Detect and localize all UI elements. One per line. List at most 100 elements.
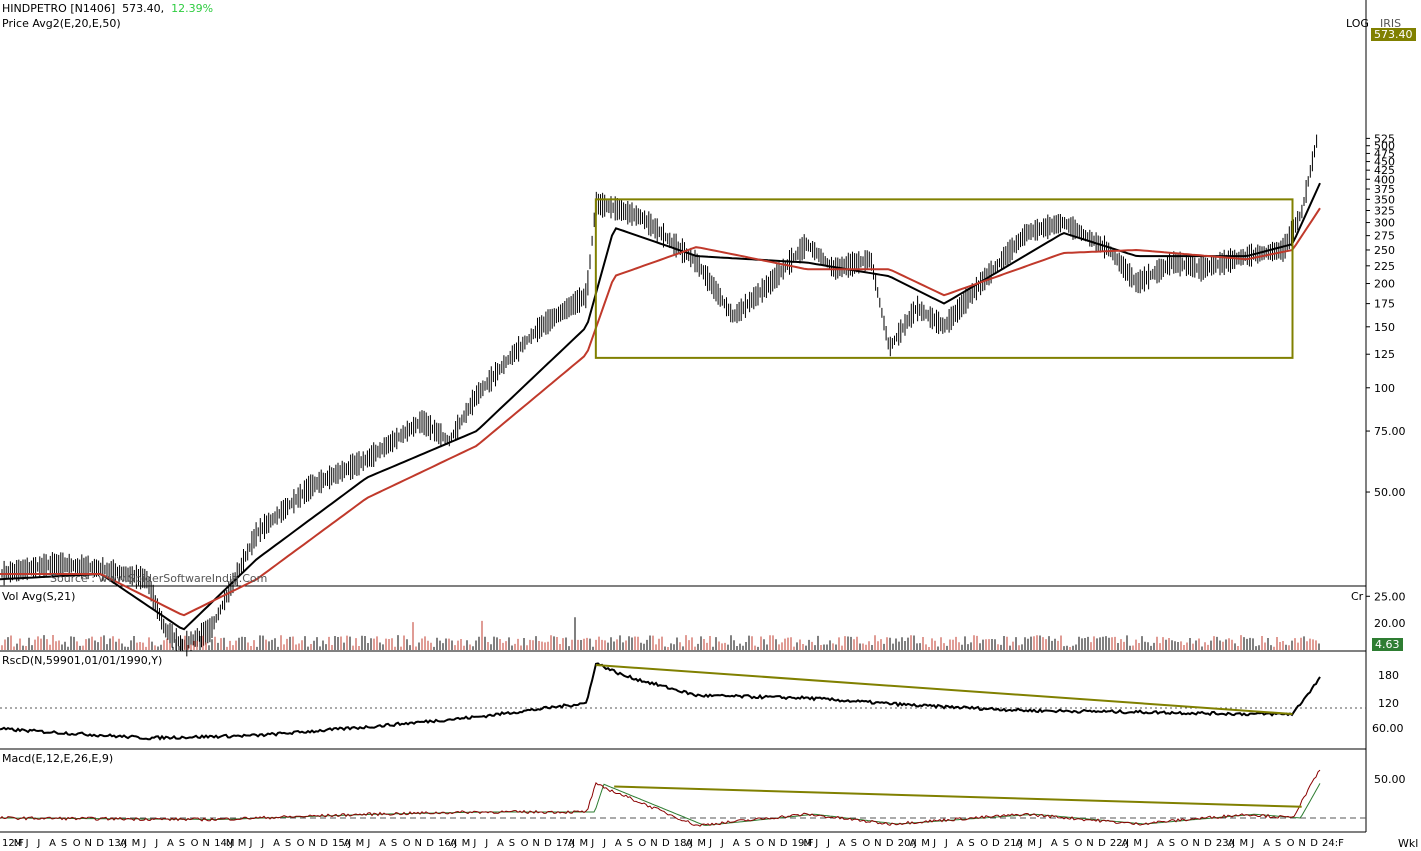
x-axis-month-label: A	[1228, 838, 1235, 849]
last-price: 573.40	[122, 2, 161, 15]
x-axis-month-label: S	[1169, 838, 1175, 849]
price-tick-label: 25.00	[1374, 590, 1406, 603]
volume-unit: Cr	[1351, 590, 1364, 603]
x-axis-month-label: A	[1263, 838, 1270, 849]
x-axis-month-label: 14:J	[214, 838, 233, 849]
x-axis-month-label: S	[391, 838, 397, 849]
x-axis-month-label: N	[202, 838, 209, 849]
x-axis-month-label: M	[356, 838, 365, 849]
x-axis-month-label: D	[1204, 838, 1212, 849]
x-axis-month-label: A	[379, 838, 386, 849]
price-tick-label: 100	[1374, 382, 1395, 395]
x-axis-month-label: J	[590, 838, 594, 849]
x-axis-month-label: D	[320, 838, 328, 849]
price-tick-label: 500	[1374, 140, 1395, 153]
x-axis-month-label: J	[484, 838, 488, 849]
period-label[interactable]: Wkl	[1398, 837, 1419, 850]
price-tick-label: 50.00	[1374, 486, 1406, 499]
rscd-line	[0, 662, 1366, 741]
price-tick-label: 425	[1374, 164, 1395, 177]
x-axis-month-label: A	[568, 838, 575, 849]
x-axis-month-label: O	[1287, 838, 1295, 849]
log-toggle[interactable]: LOG	[1346, 17, 1369, 30]
x-axis-month-label: O	[638, 838, 646, 849]
x-axis-month-label: M	[1240, 838, 1249, 849]
price-badge: 573.40	[1371, 28, 1416, 41]
x-axis-month-label: 18:J	[674, 838, 693, 849]
x-axis-month-label: J	[602, 838, 606, 849]
rscd-line	[0, 662, 1321, 741]
price-tick-label: 275	[1374, 230, 1395, 243]
x-axis-month-label: J	[1038, 838, 1042, 849]
x-axis-month-label: A	[957, 838, 964, 849]
x-axis-month-label: 24:F	[1322, 838, 1344, 849]
iris-toggle[interactable]: IRIS	[1380, 17, 1402, 30]
x-axis-month-label: A	[1016, 838, 1023, 849]
x-axis-month-label: S	[851, 838, 857, 849]
x-axis-month-label: J	[932, 838, 936, 849]
rscd-title: RscD(N,59901,01/01/1990,Y)	[2, 654, 163, 667]
price-tick-label: 225	[1374, 260, 1395, 273]
x-axis-month-label: A	[450, 838, 457, 849]
x-axis-month-label: M	[238, 838, 247, 849]
macd-trendline	[614, 785, 1302, 808]
x-axis-month-label: 23:J	[1216, 838, 1235, 849]
x-axis-month-label: D	[544, 838, 552, 849]
x-axis-month-label: M	[1133, 838, 1142, 849]
price-tick-label: 350	[1374, 193, 1395, 206]
macd-line	[0, 769, 1321, 827]
header-title: HINDPETRO [N1406] 573.40, 12.39%	[2, 2, 214, 15]
x-axis-month-label: J	[36, 838, 40, 849]
price-tick-label: 175	[1374, 298, 1395, 311]
price-tick-label: 75.00	[1374, 425, 1406, 438]
x-axis-month-label: 16:J	[438, 838, 457, 849]
x-axis-month-label: J	[142, 838, 146, 849]
x-axis-month-label: J	[708, 838, 712, 849]
x-axis-month-label: A	[615, 838, 622, 849]
x-axis-month-label: A	[497, 838, 504, 849]
x-axis-month-label: A	[1122, 838, 1129, 849]
x-axis-month-label: 13:J	[108, 838, 127, 849]
x-axis-month-label: N	[1298, 838, 1305, 849]
x-axis-month-label: J	[154, 838, 158, 849]
x-axis-month-label: A	[273, 838, 280, 849]
x-axis-month-label: O	[862, 838, 870, 849]
x-axis-month-label: M	[226, 838, 235, 849]
x-axis-month-label: O	[980, 838, 988, 849]
x-axis-month-label: S	[179, 838, 185, 849]
x-axis-month-label: J	[249, 838, 253, 849]
x-axis-month-label: A	[1051, 838, 1058, 849]
x-axis-month-label: N	[1086, 838, 1093, 849]
x-axis-month-label: O	[73, 838, 81, 849]
x-axis-month-label: O	[1075, 838, 1083, 849]
x-axis-month-label: J	[814, 838, 818, 849]
x-axis-month-label: J	[472, 838, 476, 849]
moving-averages	[0, 182, 1321, 631]
x-axis-month-label: S	[509, 838, 515, 849]
x-axis: 12:FM J J A S O N D 13:JA M J J A S O N 14:JM M J J A S O N D 15:…	[2, 838, 1344, 849]
x-axis-month-label: O	[297, 838, 305, 849]
x-axis-month-label: D	[662, 838, 670, 849]
x-axis-month-label: 20:J	[898, 838, 917, 849]
x-axis-month-label: J	[1144, 838, 1148, 849]
price-tick-label: 125	[1374, 348, 1395, 361]
macd-lines	[0, 769, 1366, 827]
x-axis-month-label: J	[366, 838, 370, 849]
rscd-tick-180: 180	[1378, 669, 1399, 682]
x-axis-month-label: J	[944, 838, 948, 849]
x-axis-month-label: A	[733, 838, 740, 849]
x-axis-month-label: N	[650, 838, 657, 849]
symbol-label: HINDPETRO [N1406]	[2, 2, 116, 15]
x-axis-month-label: A	[344, 838, 351, 849]
price-tick-label: 375	[1374, 183, 1395, 196]
x-axis-month-label: A	[686, 838, 693, 849]
x-axis-month-label: S	[627, 838, 633, 849]
x-axis-month-label: M	[14, 838, 23, 849]
x-axis-month-label: M	[1027, 838, 1036, 849]
x-axis-month-label: S	[1275, 838, 1281, 849]
x-axis-month-label: A	[49, 838, 56, 849]
x-axis-month-label: N	[768, 838, 775, 849]
x-axis-month-label: S	[745, 838, 751, 849]
volume-badge: 4.63	[1372, 638, 1403, 651]
